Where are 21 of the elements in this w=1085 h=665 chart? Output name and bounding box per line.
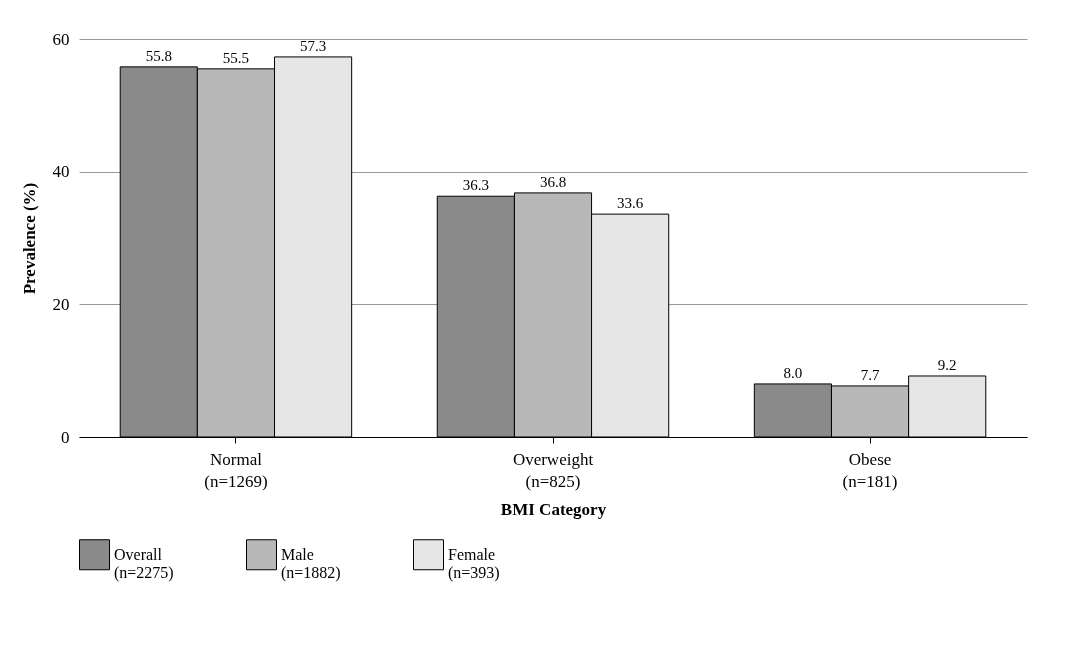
data-label: 7.7 xyxy=(860,366,880,383)
data-label: 8.0 xyxy=(783,364,803,381)
y-tick-label: 20 xyxy=(52,294,70,314)
y-tick-label: 0 xyxy=(61,427,70,447)
legend-label: Male (n=1882) xyxy=(281,545,341,582)
x-axis-title: BMI Category xyxy=(500,499,607,519)
data-label: 33.6 xyxy=(617,195,644,212)
x-tick-label: Obese (n=181) xyxy=(842,449,898,491)
x-tick-label: Overweight (n=825) xyxy=(512,449,594,491)
data-label: 55.8 xyxy=(145,47,172,64)
x-tick-label: Normal (n=1269) xyxy=(204,449,268,491)
data-label: 36.8 xyxy=(539,173,567,190)
y-tick-label: 40 xyxy=(52,162,70,182)
legend-label: Overall (n=2275) xyxy=(114,545,174,582)
data-label: 57.3 xyxy=(299,37,327,54)
legend-label: Female (n=393) xyxy=(448,545,500,582)
data-label: 9.2 xyxy=(937,356,957,373)
y-tick-label: 60 xyxy=(52,29,70,49)
y-axis-title: Prevalence (%) xyxy=(19,182,39,295)
data-label: 36.3 xyxy=(462,177,489,194)
data-label: 55.5 xyxy=(222,49,250,66)
